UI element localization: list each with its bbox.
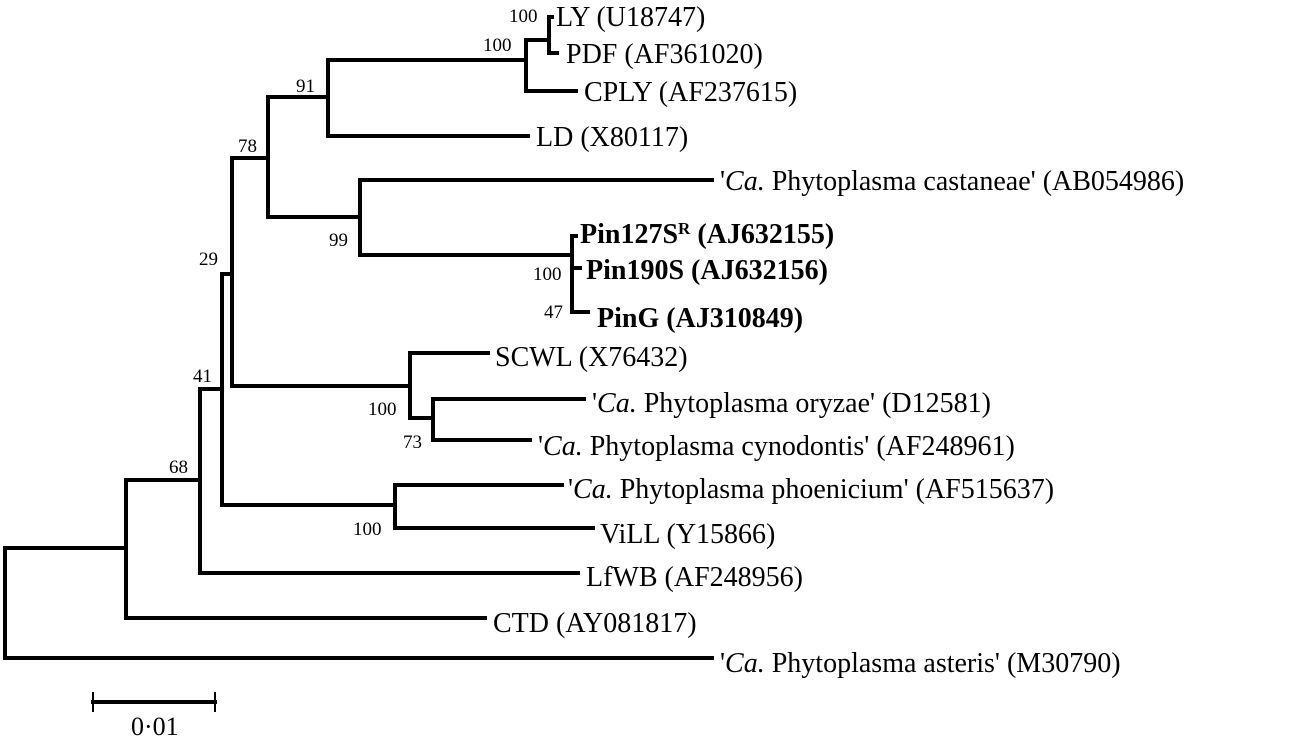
- leaf-vill: ViLL (Y15866): [600, 519, 775, 550]
- leaf-phoenicium: 'Ca. Phytoplasma phoenicium' (AF515637): [568, 474, 1054, 505]
- bootstrap-scwl: 100: [368, 399, 397, 420]
- node-ly-pdf: [547, 15, 559, 55]
- node-scwl: [408, 351, 435, 420]
- bootstrap-values: 100 100 91 78 99 100 47 29 100 73 41 100…: [169, 6, 563, 540]
- leaf-castaneae: 'Ca. Phytoplasma castaneae' (AB054986): [720, 166, 1184, 197]
- leaf-asteris: 'Ca. Phytoplasma asteris' (M30790): [720, 648, 1121, 679]
- leaf-ping: PinG (AJ310849): [597, 303, 803, 334]
- node-pin: [570, 234, 590, 314]
- bootstrap-pin-100: 100: [533, 264, 562, 285]
- bootstrap-ly-pdf-cply: 100: [483, 35, 512, 56]
- bootstrap-68: 68: [169, 457, 188, 478]
- node-100-outer: [524, 38, 578, 93]
- bootstrap-41: 41: [193, 366, 212, 387]
- node-29: [220, 272, 397, 507]
- leaf-ly: LY (U18747): [556, 2, 705, 33]
- bootstrap-99: 99: [329, 230, 348, 251]
- tree-branches: [3, 15, 714, 660]
- leaf-cply: CPLY (AF237615): [584, 77, 797, 108]
- bootstrap-91: 91: [296, 76, 315, 97]
- node-29-inner: [230, 156, 412, 388]
- leaf-oryzae: 'Ca. Phytoplasma oryzae' (D12581): [592, 388, 991, 419]
- bootstrap-phoenicium-vill: 100: [353, 519, 382, 540]
- leaf-scwl: SCWL (X76432): [495, 342, 688, 373]
- node-phoenicium-vill: [393, 483, 595, 530]
- node-73: [431, 397, 532, 442]
- node-41: [198, 387, 580, 575]
- bootstrap-pin-47: 47: [544, 302, 563, 323]
- leaf-lfwb: LfWB (AF248956): [586, 562, 803, 593]
- node-68: [124, 478, 487, 620]
- scale-bar-ticks: [92, 692, 216, 712]
- bootstrap-78: 78: [238, 136, 257, 157]
- bootstrap-29: 29: [199, 249, 218, 270]
- leaf-ld: LD (X80117): [536, 122, 688, 153]
- bootstrap-ly-pdf: 100: [509, 6, 538, 27]
- node-91: [326, 58, 530, 138]
- bootstrap-73: 73: [403, 432, 422, 453]
- root-branch: [3, 546, 714, 660]
- scale-bar: 0·01: [91, 692, 217, 741]
- scale-bar-label: 0·01: [131, 712, 179, 741]
- leaf-cynodontis: 'Ca. Phytoplasma cynodontis' (AF248961): [538, 431, 1015, 462]
- leaf-pin127: Pin127SR (AJ632155): [580, 219, 834, 250]
- node-78: [266, 95, 362, 219]
- leaf-pdf: PDF (AF361020): [566, 39, 763, 70]
- leaf-ctd: CTD (AY081817): [493, 608, 697, 639]
- leaf-labels: LY (U18747) PDF (AF361020) CPLY (AF23761…: [493, 2, 1184, 679]
- node-99: [358, 178, 574, 257]
- leaf-pin190: Pin190S (AJ632156): [586, 255, 828, 286]
